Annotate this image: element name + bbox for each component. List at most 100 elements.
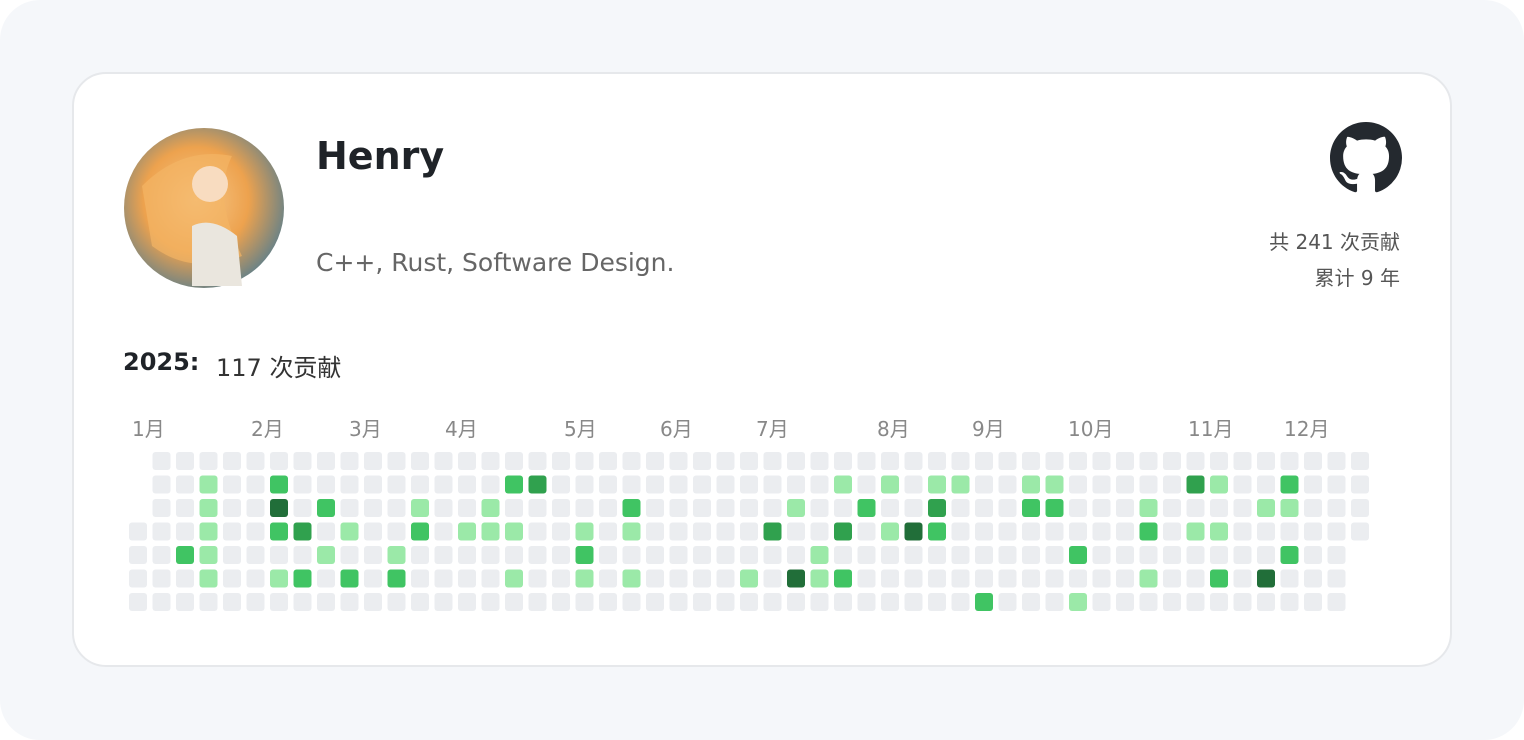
contribution-cell	[458, 546, 476, 564]
contribution-cell	[505, 499, 523, 517]
contribution-cell	[434, 499, 453, 517]
contribution-cell	[1233, 452, 1252, 470]
month-label: 6月	[660, 417, 693, 441]
contribution-cell	[458, 569, 476, 588]
contribution-cell	[1233, 569, 1252, 588]
contribution-cell	[575, 593, 594, 611]
contribution-cell	[411, 522, 429, 541]
contribution-cell	[387, 499, 406, 517]
contribution-cell	[1233, 499, 1252, 517]
contribution-cell	[646, 499, 664, 517]
contribution-cell	[951, 522, 970, 541]
contribution-cell	[857, 499, 876, 517]
contribution-cell	[740, 475, 758, 494]
contribution-cell	[857, 475, 876, 494]
contribution-cell	[740, 593, 758, 611]
contribution-cell	[505, 452, 523, 470]
github-icon[interactable]	[1330, 122, 1402, 194]
contribution-cell	[481, 569, 500, 588]
contribution-cell	[998, 569, 1017, 588]
contribution-cell	[1092, 593, 1111, 611]
contribution-cell	[763, 593, 782, 611]
month-label: 7月	[756, 417, 789, 441]
contribution-cell	[928, 522, 946, 541]
contribution-cell	[1163, 499, 1181, 517]
contribution-cell	[1163, 522, 1181, 541]
contribution-cell	[458, 452, 476, 470]
contribution-cell	[1210, 499, 1228, 517]
contribution-cell	[622, 593, 641, 611]
contribution-cell	[669, 546, 688, 564]
contribution-cell	[881, 499, 899, 517]
contribution-cell	[1280, 452, 1299, 470]
contribution-cell	[1257, 546, 1275, 564]
contribution-cell	[1304, 569, 1322, 588]
contribution-cell	[293, 593, 312, 611]
contribution-cell	[1210, 522, 1228, 541]
contribution-cell	[1069, 546, 1087, 564]
contribution-cell	[763, 499, 782, 517]
contribution-cell	[646, 452, 664, 470]
contribution-cell	[317, 452, 335, 470]
contribution-cell	[246, 546, 265, 564]
contribution-cell	[1351, 452, 1369, 470]
contribution-cell	[387, 452, 406, 470]
contribution-cell	[1069, 475, 1087, 494]
contribution-cell	[787, 499, 805, 517]
contribution-cell	[599, 452, 617, 470]
contribution-cell	[364, 475, 382, 494]
contribution-cell	[1116, 569, 1134, 588]
contribution-cell	[364, 522, 382, 541]
contribution-cell	[1327, 452, 1346, 470]
contribution-cell	[904, 452, 923, 470]
contribution-cell	[505, 593, 523, 611]
contribution-cell	[199, 522, 218, 541]
contribution-cell	[1327, 546, 1346, 564]
contribution-cell	[458, 475, 476, 494]
contribution-graph: 1月 2月 3月 4月 5月 6月 7月 8月 9月 10月 11月 12月	[129, 417, 1369, 611]
contribution-cell	[599, 569, 617, 588]
contribution-cell	[904, 569, 923, 588]
contribution-cell	[928, 499, 946, 517]
contribution-cell	[1069, 452, 1087, 470]
contribution-cell	[763, 475, 782, 494]
contribution-cell	[693, 593, 711, 611]
contribution-cell	[1022, 499, 1040, 517]
contribution-cell	[787, 593, 805, 611]
contribution-cell	[1257, 522, 1275, 541]
contribution-cell	[646, 475, 664, 494]
contribution-cell	[1139, 546, 1158, 564]
contribution-cell	[669, 593, 688, 611]
contribution-cell	[646, 522, 664, 541]
contribution-cell	[199, 499, 218, 517]
contribution-cell	[411, 569, 429, 588]
years-active: 累计 9 年	[1314, 266, 1400, 290]
contribution-cell	[152, 546, 171, 564]
contribution-cell	[1233, 546, 1252, 564]
contribution-cell	[904, 522, 923, 541]
contribution-cell	[411, 452, 429, 470]
contribution-cell	[411, 546, 429, 564]
contribution-cell	[1210, 593, 1228, 611]
contribution-cell	[458, 522, 476, 541]
contribution-cell	[317, 593, 335, 611]
contribution-cell	[176, 452, 194, 470]
contribution-cell	[669, 499, 688, 517]
contribution-cell	[599, 475, 617, 494]
contribution-cell	[998, 522, 1017, 541]
contribution-cell	[1116, 452, 1134, 470]
contribution-cell	[904, 499, 923, 517]
contribution-cell	[622, 522, 641, 541]
contribution-cell	[622, 499, 641, 517]
contribution-cell	[669, 569, 688, 588]
contribution-cell	[1351, 475, 1369, 494]
contribution-cell	[1210, 546, 1228, 564]
contribution-cell	[693, 499, 711, 517]
contribution-cell	[1280, 593, 1299, 611]
contribution-cell	[270, 499, 288, 517]
contribution-cell	[1280, 475, 1299, 494]
contribution-cell	[1186, 569, 1205, 588]
contribution-cell	[1304, 475, 1322, 494]
contribution-cell	[716, 522, 735, 541]
contribution-cell	[575, 546, 594, 564]
